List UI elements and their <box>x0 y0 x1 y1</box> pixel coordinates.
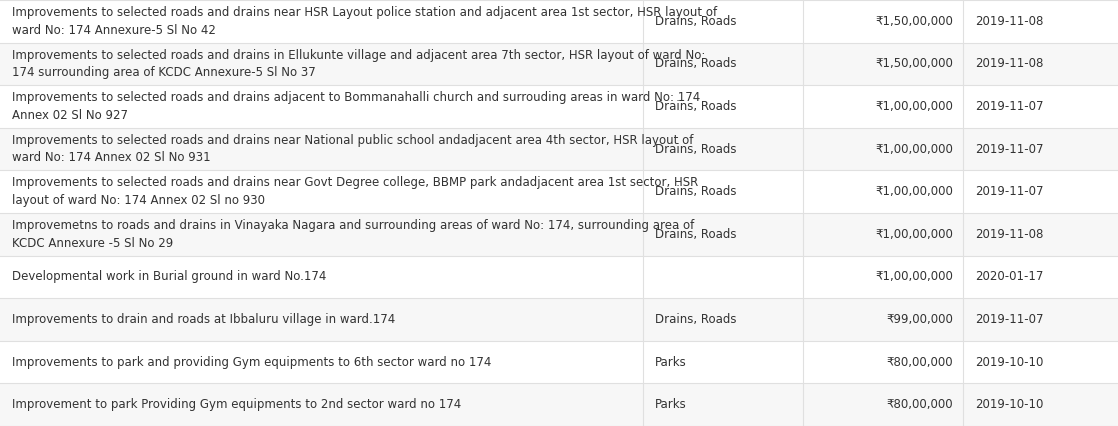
Bar <box>0 256 1118 298</box>
Text: Drains, Roads: Drains, Roads <box>655 58 737 70</box>
Text: 2019-10-10: 2019-10-10 <box>975 356 1043 368</box>
Bar <box>0 213 1118 256</box>
Text: Improvements to selected roads and drains near HSR Layout police station and adj: Improvements to selected roads and drain… <box>12 6 717 37</box>
Text: 2019-11-07: 2019-11-07 <box>975 100 1043 113</box>
Text: ₹1,00,00,000: ₹1,00,00,000 <box>875 100 953 113</box>
Text: Improvements to selected roads and drains near Govt Degree college, BBMP park an: Improvements to selected roads and drain… <box>12 176 699 207</box>
Bar <box>0 43 1118 85</box>
Text: ₹80,00,000: ₹80,00,000 <box>887 398 953 411</box>
Text: 2020-01-17: 2020-01-17 <box>975 271 1043 283</box>
Text: ₹1,00,00,000: ₹1,00,00,000 <box>875 228 953 241</box>
Text: Drains, Roads: Drains, Roads <box>655 100 737 113</box>
Text: 2019-11-07: 2019-11-07 <box>975 143 1043 155</box>
Bar <box>0 298 1118 341</box>
Text: ₹1,00,00,000: ₹1,00,00,000 <box>875 185 953 198</box>
Text: ₹99,00,000: ₹99,00,000 <box>887 313 953 326</box>
Text: Improvements to selected roads and drains adjacent to Bommanahalli church and su: Improvements to selected roads and drain… <box>12 91 700 122</box>
Text: 2019-11-07: 2019-11-07 <box>975 313 1043 326</box>
Text: ₹1,50,00,000: ₹1,50,00,000 <box>875 15 953 28</box>
Text: 2019-10-10: 2019-10-10 <box>975 398 1043 411</box>
Text: Drains, Roads: Drains, Roads <box>655 15 737 28</box>
Bar <box>0 85 1118 128</box>
Text: Improvements to selected roads and drains in Ellukunte village and adjacent area: Improvements to selected roads and drain… <box>12 49 705 79</box>
Bar <box>0 0 1118 43</box>
Text: Improvements to selected roads and drains near National public school andadjacen: Improvements to selected roads and drain… <box>12 134 693 164</box>
Bar <box>0 341 1118 383</box>
Text: Improvements to park and providing Gym equipments to 6th sector ward no 174: Improvements to park and providing Gym e… <box>12 356 492 368</box>
Text: ₹1,50,00,000: ₹1,50,00,000 <box>875 58 953 70</box>
Text: Developmental work in Burial ground in ward No.174: Developmental work in Burial ground in w… <box>12 271 326 283</box>
Text: Parks: Parks <box>655 398 686 411</box>
Text: ₹1,00,00,000: ₹1,00,00,000 <box>875 271 953 283</box>
Text: Drains, Roads: Drains, Roads <box>655 143 737 155</box>
Text: ₹1,00,00,000: ₹1,00,00,000 <box>875 143 953 155</box>
Text: 2019-11-08: 2019-11-08 <box>975 15 1043 28</box>
Text: 2019-11-07: 2019-11-07 <box>975 185 1043 198</box>
Text: Improvements to drain and roads at Ibbaluru village in ward.174: Improvements to drain and roads at Ibbal… <box>12 313 396 326</box>
Text: Improvement to park Providing Gym equipments to 2nd sector ward no 174: Improvement to park Providing Gym equipm… <box>12 398 462 411</box>
Bar <box>0 128 1118 170</box>
Text: 2019-11-08: 2019-11-08 <box>975 58 1043 70</box>
Text: Drains, Roads: Drains, Roads <box>655 185 737 198</box>
Bar <box>0 170 1118 213</box>
Text: Drains, Roads: Drains, Roads <box>655 313 737 326</box>
Bar <box>0 383 1118 426</box>
Text: Parks: Parks <box>655 356 686 368</box>
Text: 2019-11-08: 2019-11-08 <box>975 228 1043 241</box>
Text: Drains, Roads: Drains, Roads <box>655 228 737 241</box>
Text: ₹80,00,000: ₹80,00,000 <box>887 356 953 368</box>
Text: Improvemetns to roads and drains in Vinayaka Nagara and surrounding areas of war: Improvemetns to roads and drains in Vina… <box>12 219 694 250</box>
